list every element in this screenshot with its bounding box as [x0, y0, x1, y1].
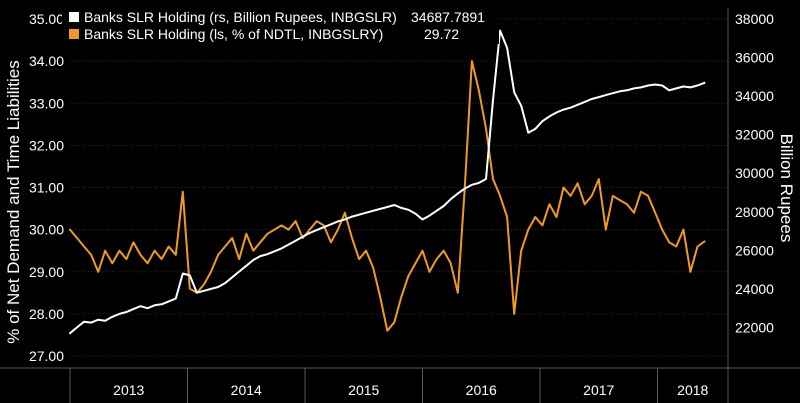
right-tick-label: 30000 — [735, 165, 774, 181]
right-tick-label: 38000 — [735, 11, 774, 27]
series-line-white-billion-rupees — [69, 29, 706, 335]
left-tick-label: 33.00 — [29, 95, 64, 111]
year-label: 2018 — [677, 382, 708, 398]
left-tick-label: 34.00 — [29, 53, 64, 69]
right-axis-ticks: 22000 24000 26000 28000 30000 32000 34000 36000… — [727, 8, 774, 368]
x-axis: 2013 2014 2015 2016 2017 2018 — [0, 367, 800, 403]
legend: Banks SLR Holding (rs, Billion Rupees, I… — [62, 6, 499, 44]
left-tick-label: 28.00 — [29, 306, 64, 322]
right-tick-label: 34000 — [735, 88, 774, 104]
left-axis-title: % of Net Demand and Time Liabilities — [4, 60, 23, 343]
legend-swatch-white — [69, 12, 79, 22]
left-tick-label: 32.00 — [29, 137, 64, 153]
left-tick-label: 29.00 — [29, 264, 64, 280]
year-label: 2014 — [231, 382, 262, 398]
year-label: 2017 — [583, 382, 614, 398]
left-tick-label: 31.00 — [29, 180, 64, 196]
right-tick-label: 36000 — [735, 50, 774, 66]
right-tick-label: 22000 — [735, 319, 774, 335]
year-label: 2013 — [113, 382, 144, 398]
legend-value-white: 34687.7891 — [411, 9, 485, 25]
right-axis-title: Billion Rupees — [777, 134, 796, 243]
series-line-orange-percent-ndtl — [69, 60, 706, 332]
right-tick-label: 26000 — [735, 242, 774, 258]
left-tick-label: 27.00 — [29, 348, 64, 364]
year-label: 2016 — [466, 382, 497, 398]
right-tick-label: 32000 — [735, 127, 774, 143]
legend-value-orange: 29.72 — [424, 26, 459, 42]
legend-box — [62, 6, 499, 44]
legend-label-orange: Banks SLR Holding (ls, % of NDTL, INBGSL… — [84, 26, 383, 42]
legend-swatch-orange — [69, 29, 79, 39]
left-tick-label: 30.00 — [29, 222, 64, 238]
right-tick-label: 24000 — [735, 281, 774, 297]
left-tick-label: 35.00 — [29, 11, 64, 27]
year-label: 2015 — [348, 382, 379, 398]
series-layer — [69, 29, 706, 335]
right-tick-label: 28000 — [735, 204, 774, 220]
left-axis-ticks: 27.00 28.00 29.00 30.00 31.00 32.00 33.00 34.00… — [29, 11, 64, 364]
legend-label-white: Banks SLR Holding (rs, Billion Rupees, I… — [84, 9, 397, 25]
